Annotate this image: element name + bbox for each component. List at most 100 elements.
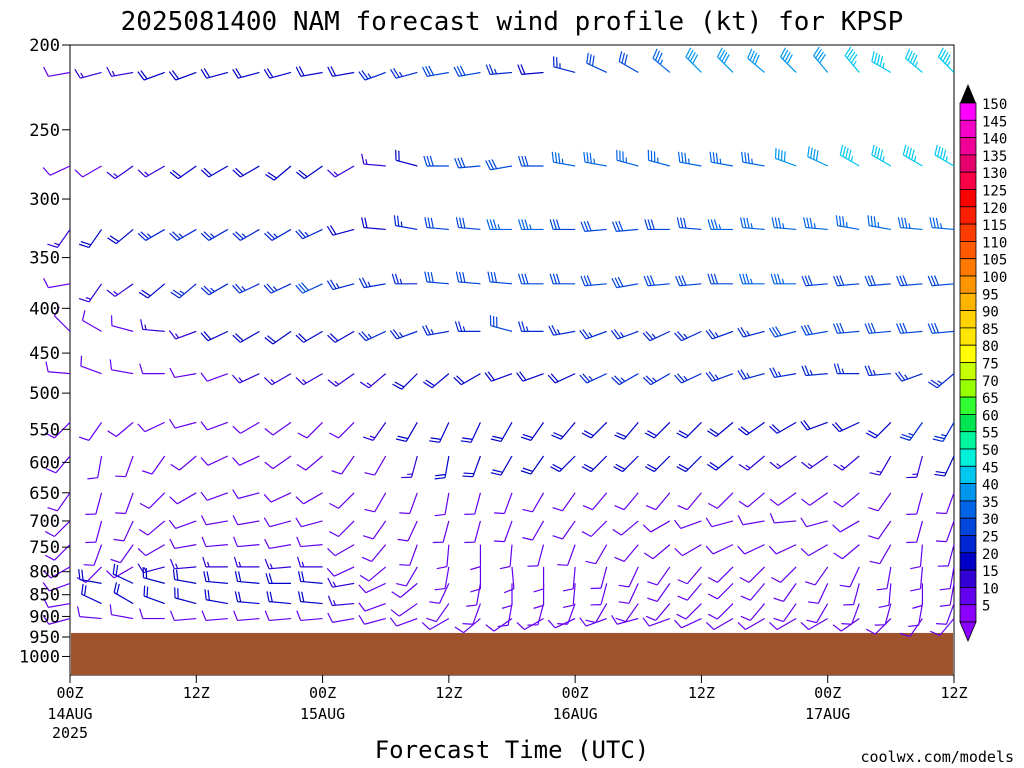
wind-barb: [74, 68, 102, 79]
wind-barb: [585, 603, 608, 624]
wind-barb: [769, 492, 797, 506]
colorbar-label: 90: [982, 305, 999, 321]
colorbar-label: 145: [982, 114, 1007, 130]
wind-barb: [562, 583, 576, 608]
wind-barb: [76, 606, 102, 620]
wind-barb: [645, 603, 671, 621]
wind-barb: [169, 610, 197, 622]
wind-barb: [644, 455, 671, 473]
wind-barb: [642, 330, 671, 342]
wind-barb: [297, 591, 323, 605]
wind-barb: [801, 275, 828, 287]
wind-barb: [232, 455, 260, 466]
wind-barb: [43, 597, 71, 608]
wind-barb: [551, 421, 576, 440]
wind-barb: [773, 583, 797, 602]
wind-barb: [78, 283, 103, 303]
wind-barb: [864, 365, 891, 377]
plot-frame: [69, 44, 955, 676]
wind-barb: [611, 373, 639, 386]
wind-barb: [707, 603, 734, 620]
colorbar-swatch: [959, 483, 977, 502]
time-tick-label: 12Z: [940, 684, 967, 702]
wind-barb: [455, 217, 481, 231]
wind-barb: [263, 373, 292, 386]
wind-barb: [934, 455, 955, 477]
wind-barb: [674, 617, 702, 629]
wind-barb: [835, 215, 860, 231]
wind-barb: [80, 355, 102, 375]
pressure-tick-label: 600: [29, 453, 60, 473]
colorbar-label: 110: [982, 235, 1007, 251]
wind-barb: [200, 330, 229, 342]
wind-barb: [436, 544, 450, 570]
wind-barb: [583, 151, 607, 167]
wind-barb: [832, 322, 860, 334]
wind-barb: [232, 228, 260, 241]
wind-barb: [454, 618, 481, 634]
wind-barb: [677, 582, 702, 601]
colorbar-label: 5: [982, 599, 990, 615]
wind-barb: [677, 492, 702, 511]
wind-barb: [265, 165, 292, 181]
wind-barb: [486, 219, 512, 231]
wind-barb: [552, 520, 576, 540]
wind-barb: [674, 544, 702, 557]
ground-fill: [71, 632, 953, 675]
wind-barb: [83, 544, 103, 566]
wind-barb: [361, 153, 386, 167]
time-tick-label: 00Z: [309, 684, 336, 702]
wind-barb: [115, 455, 134, 478]
colorbar-label: 80: [982, 339, 999, 355]
wind-barb: [868, 520, 892, 540]
colorbar-label: 120: [982, 201, 1007, 217]
colorbar-swatch: [959, 587, 977, 606]
wind-barb: [878, 583, 892, 608]
wind-barb: [769, 455, 797, 470]
wind-barb: [685, 47, 702, 73]
wind-barb: [295, 165, 323, 180]
wind-barb: [47, 492, 71, 512]
wind-barb: [803, 217, 828, 231]
wind-barb: [434, 566, 450, 591]
wind-barb: [263, 228, 292, 241]
wind-barb: [401, 455, 418, 479]
wind-barb: [395, 422, 418, 442]
wind-barb: [618, 566, 639, 588]
credit-text[interactable]: coolwx.com/models: [860, 748, 1014, 766]
wind-barbs: [42, 46, 955, 638]
wind-barb: [833, 455, 860, 471]
colorbar-swatch: [959, 310, 977, 329]
wind-barb: [739, 566, 765, 583]
wind-barb: [586, 52, 607, 74]
wind-barb: [494, 520, 513, 543]
wind-barb: [265, 573, 291, 584]
wind-barb: [612, 520, 639, 536]
wind-barb: [800, 420, 828, 431]
wind-barb: [800, 517, 828, 528]
wind-barb: [138, 520, 166, 536]
wind-barb: [611, 615, 639, 625]
wind-barb: [895, 371, 923, 382]
colorbar-swatch: [959, 189, 977, 208]
wind-barb: [113, 520, 134, 542]
wind-barb: [614, 421, 639, 440]
wind-barb: [582, 492, 608, 511]
wind-barb: [424, 217, 449, 231]
wind-barb: [358, 70, 386, 81]
chart-title: 2025081400 NAM forecast wind profile (kt…: [121, 7, 904, 37]
wind-barb: [326, 566, 355, 577]
wind-barb: [169, 165, 197, 180]
wind-barb: [327, 595, 355, 607]
colorbar-swatch: [959, 362, 977, 381]
wind-barb: [295, 492, 323, 505]
wind-barb: [422, 373, 450, 389]
wind-barb: [705, 329, 734, 340]
wind-barb: [771, 217, 797, 231]
wind-barb: [705, 544, 734, 555]
wind-barb: [579, 329, 607, 340]
colorbar-label: 45: [982, 460, 999, 476]
wind-barb: [773, 603, 797, 623]
wind-barb: [562, 566, 576, 592]
wind-barb: [705, 517, 734, 528]
